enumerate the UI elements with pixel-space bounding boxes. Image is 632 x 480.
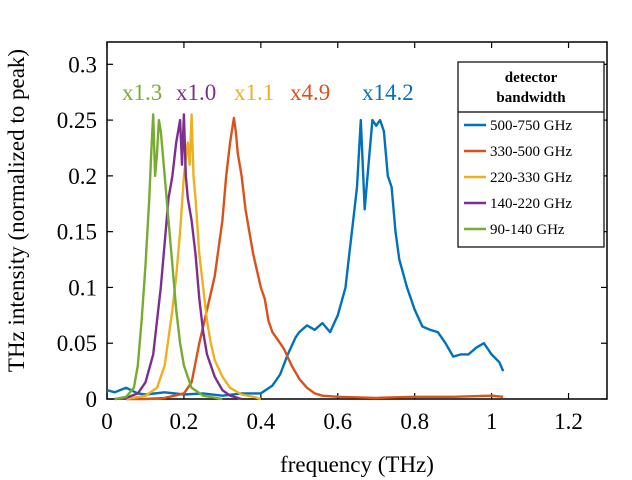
legend-title-line2: bandwidth [496,90,566,106]
y-tick-label: 0 [86,387,98,412]
multiplier-label: x4.9 [290,80,330,105]
x-tick-label: 0 [101,409,113,434]
legend-entry: 220-330 GHz [490,170,572,186]
x-tick-label: 1 [486,409,498,434]
legend-entry: 500-750 GHz [490,118,572,134]
y-tick-label: 0.25 [57,108,97,133]
multiplier-label: x1.1 [234,80,274,105]
y-tick-label: 0.2 [68,164,97,189]
legend-entry: 90-140 GHz [490,222,565,238]
x-axis-title: frequency (THz) [280,452,434,477]
series-line-140-220-ghz [114,113,242,401]
legend: detector bandwidth 500-750 GHz 330-500 GHz 2… [457,61,605,248]
legend-entry: 330-500 GHz [490,144,572,160]
y-tick-label: 0.15 [57,220,97,245]
plot-frame [106,41,608,400]
legend-box [457,61,605,248]
y-axis-title: THz intensity (normalized to peak) [4,49,29,372]
series-line-220-330-ghz [125,113,262,401]
series-line-330-500-ghz [126,116,504,401]
x-tick-label: 0.4 [246,409,275,434]
y-tick-label: 0.1 [68,275,97,300]
multiplier-label: x14.2 [362,80,414,105]
axes: 0 0.2 0.4 0.6 0.8 1 1.2 0 0.05 0.1 0.15 0.2 0.25 0.3 [57,41,608,434]
multiplier-labels: x1.3 x1.0 x1.1 x4.9 x14.2 [122,80,414,105]
series-line-90-140-ghz [114,113,223,401]
series-lines [106,113,505,401]
x-tick-label: 1.2 [554,409,583,434]
y-tick-label: 0.05 [57,331,97,356]
legend-title-line1: detector [505,70,558,86]
x-tick-label: 0.8 [400,409,429,434]
legend-entry: 140-220 GHz [490,196,572,212]
multiplier-label: x1.0 [176,80,216,105]
series-line-500-750-ghz [106,118,505,397]
y-tick-label: 0.3 [68,52,97,77]
multiplier-label: x1.3 [122,80,162,105]
x-tick-label: 0.2 [170,409,199,434]
x-tick-label: 0.6 [323,409,352,434]
